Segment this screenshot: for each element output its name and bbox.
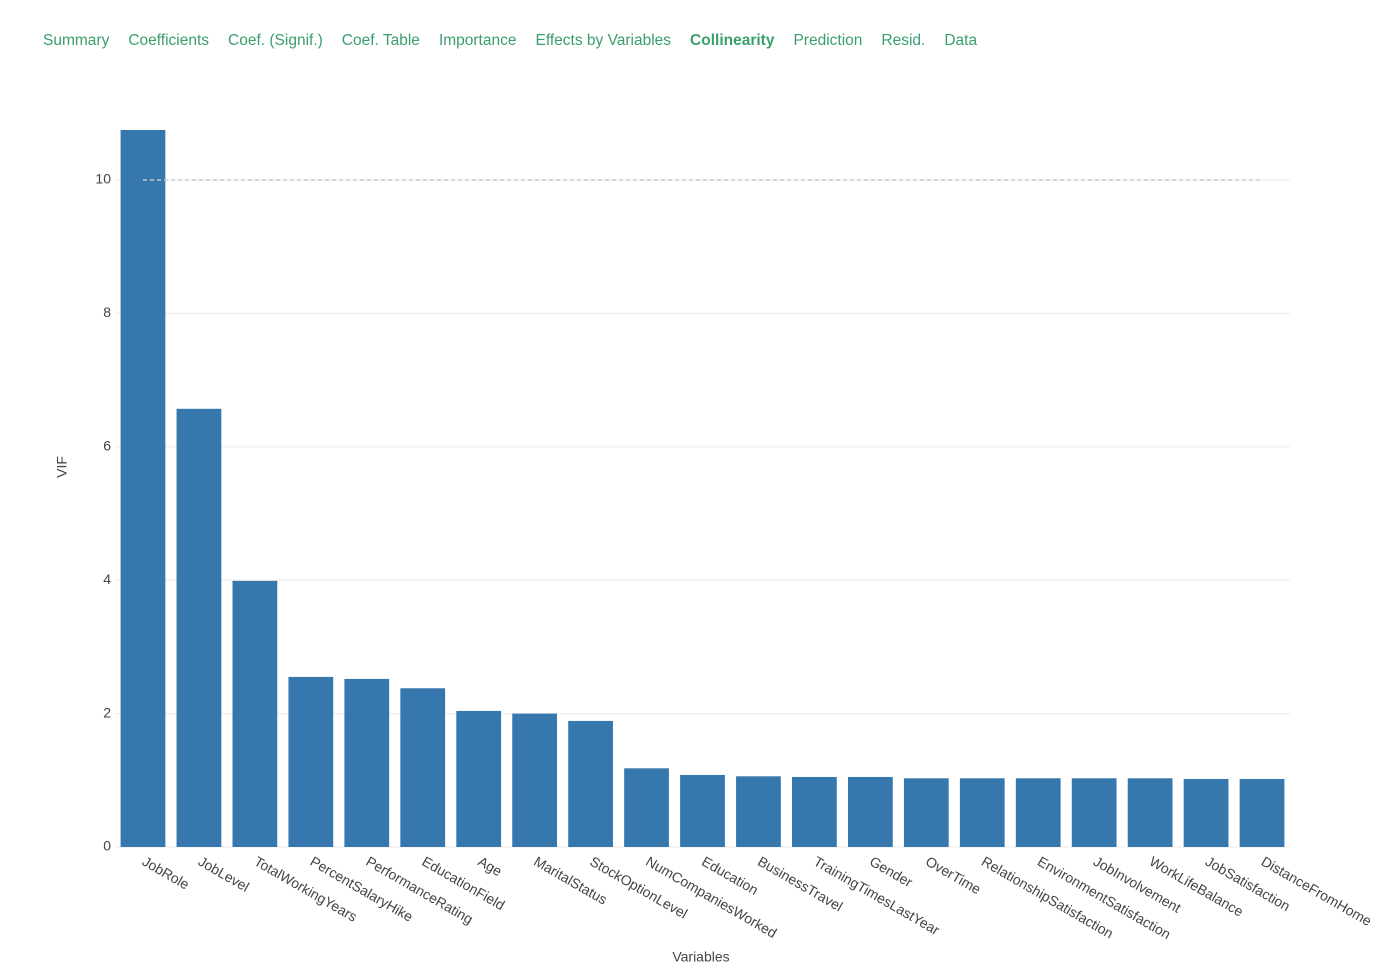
x-tick-label: TotalWorkingYears <box>252 853 360 925</box>
y-tick-label: 2 <box>103 704 111 720</box>
bar <box>1239 778 1285 847</box>
bar <box>847 776 893 847</box>
bar <box>288 676 334 847</box>
y-tick-label: 4 <box>103 571 111 587</box>
x-tick-label: StockOptionLevel <box>587 853 690 922</box>
tab[interactable]: Collinearity <box>690 32 775 49</box>
bar <box>1015 778 1061 847</box>
tab[interactable]: Effects by Variables <box>535 32 672 49</box>
bar <box>903 778 949 847</box>
bar <box>1071 778 1117 847</box>
tab[interactable]: Coef. Table <box>341 32 420 49</box>
x-tick-label: OverTime <box>923 853 984 897</box>
bar <box>120 130 166 848</box>
y-tick-label: 10 <box>95 171 111 187</box>
bar <box>568 720 613 847</box>
bar <box>736 776 781 847</box>
tab[interactable]: Importance <box>438 32 517 49</box>
bar <box>680 774 725 847</box>
bar <box>512 713 558 847</box>
bar <box>1183 778 1229 847</box>
tab[interactable]: Summary <box>43 32 110 49</box>
y-tick-label: 0 <box>103 838 111 854</box>
bar <box>959 778 1005 847</box>
bar <box>792 776 837 847</box>
bar <box>176 408 222 847</box>
tab-bar: Summary Coefficients Coef. (Signif.) Coef. … <box>43 32 977 50</box>
bar <box>1127 778 1173 847</box>
bar <box>400 688 446 847</box>
x-tick-label: JobRole <box>140 853 193 893</box>
bar <box>624 768 669 847</box>
bar <box>456 710 502 847</box>
tab[interactable]: Coefficients <box>128 32 210 49</box>
x-tick-label: WorkLifeBalance <box>1147 853 1247 920</box>
x-tick-label: Age <box>475 853 505 879</box>
tab[interactable]: Resid. <box>881 32 926 49</box>
tab[interactable]: Data <box>944 32 978 49</box>
tab[interactable]: Coef. (Signif.) <box>228 32 323 49</box>
y-tick-label: 6 <box>103 438 111 454</box>
x-axis-label: Variables <box>672 949 729 965</box>
y-axis-label: VIF <box>54 456 70 478</box>
y-tick-label: 8 <box>103 304 111 320</box>
x-tick-label: JobLevel <box>196 853 253 895</box>
bar <box>232 580 278 847</box>
tab[interactable]: Prediction <box>793 32 863 49</box>
bar <box>344 678 390 847</box>
